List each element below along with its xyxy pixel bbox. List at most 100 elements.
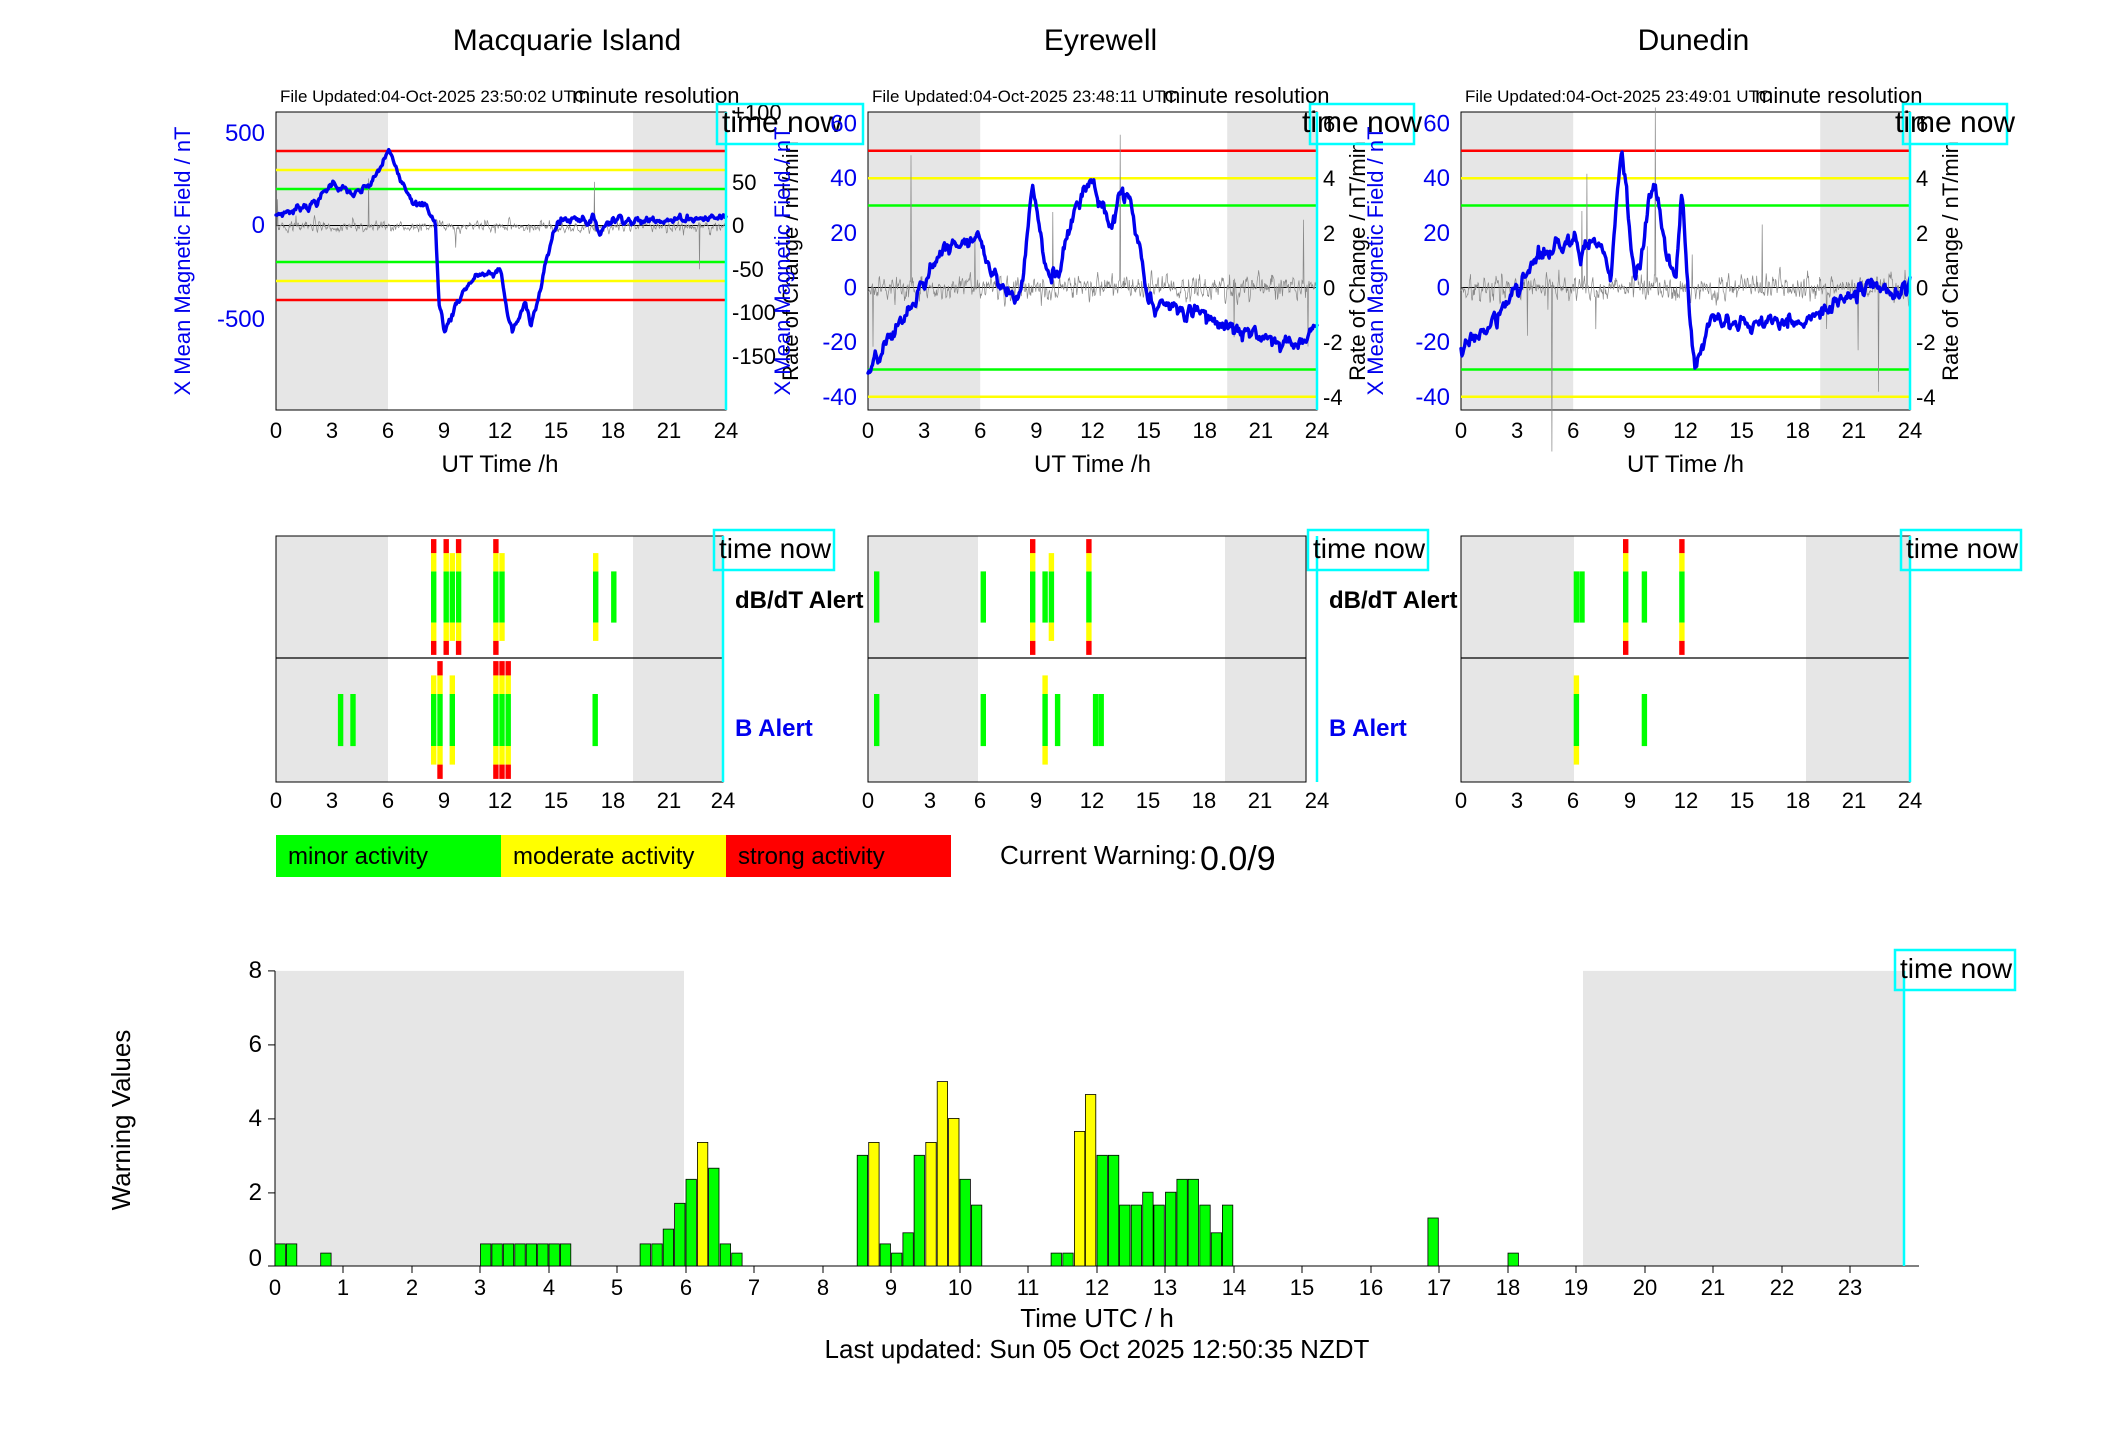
svg-text:18: 18 <box>601 788 625 813</box>
svg-text:minute resolution: minute resolution <box>1162 83 1330 108</box>
svg-text:18: 18 <box>1786 788 1810 813</box>
svg-text:0: 0 <box>844 275 857 302</box>
svg-text:time now: time now <box>1906 533 2019 564</box>
svg-text:12: 12 <box>1080 788 1104 813</box>
svg-text:UT Time /h: UT Time /h <box>1627 451 1744 478</box>
svg-text:24: 24 <box>1898 418 1922 443</box>
svg-text:Current Warning:: Current Warning: <box>1000 840 1197 870</box>
svg-text:18: 18 <box>1193 418 1217 443</box>
svg-text:UT Time /h: UT Time /h <box>1034 451 1151 478</box>
svg-text:X Mean Magnetic Field / nT: X Mean Magnetic Field / nT <box>770 126 795 395</box>
svg-text:12: 12 <box>1674 788 1698 813</box>
svg-text:20: 20 <box>1423 220 1450 247</box>
svg-text:19: 19 <box>1564 1275 1588 1300</box>
svg-text:0: 0 <box>249 1245 262 1272</box>
svg-text:4: 4 <box>1916 166 1928 191</box>
svg-text:9: 9 <box>885 1275 897 1300</box>
svg-text:9: 9 <box>1030 788 1042 813</box>
svg-text:18: 18 <box>1786 418 1810 443</box>
svg-text:17: 17 <box>1427 1275 1451 1300</box>
svg-text:23: 23 <box>1838 1275 1862 1300</box>
svg-text:15: 15 <box>1136 788 1160 813</box>
svg-text:6: 6 <box>974 418 986 443</box>
svg-text:21: 21 <box>1248 788 1272 813</box>
svg-text:3: 3 <box>326 788 338 813</box>
svg-text:0: 0 <box>862 418 874 443</box>
svg-text:Warning Values: Warning Values <box>106 1030 136 1211</box>
svg-text:9: 9 <box>1624 788 1636 813</box>
svg-text:15: 15 <box>1730 788 1754 813</box>
svg-text:4: 4 <box>1323 166 1335 191</box>
svg-text:21: 21 <box>1842 788 1866 813</box>
svg-text:60: 60 <box>830 111 857 138</box>
svg-text:15: 15 <box>544 788 568 813</box>
svg-text:4: 4 <box>543 1275 555 1300</box>
svg-text:2: 2 <box>406 1275 418 1300</box>
svg-text:X Mean Magnetic Field / nT: X Mean Magnetic Field / nT <box>1363 126 1388 395</box>
svg-text:3: 3 <box>474 1275 486 1300</box>
svg-text:0: 0 <box>862 788 874 813</box>
svg-text:20: 20 <box>1633 1275 1657 1300</box>
svg-text:8: 8 <box>817 1275 829 1300</box>
svg-text:3: 3 <box>924 788 936 813</box>
svg-text:6: 6 <box>382 788 394 813</box>
svg-text:6: 6 <box>1567 418 1579 443</box>
svg-text:-20: -20 <box>822 329 857 356</box>
svg-text:6: 6 <box>680 1275 692 1300</box>
svg-text:2: 2 <box>1323 221 1335 246</box>
svg-text:21: 21 <box>1249 418 1273 443</box>
svg-text:24: 24 <box>1305 418 1329 443</box>
svg-text:0.0/9: 0.0/9 <box>1200 840 1276 878</box>
svg-text:24: 24 <box>1898 788 1922 813</box>
svg-text:X Mean Magnetic Field / nT: X Mean Magnetic Field / nT <box>170 126 195 395</box>
svg-text:0: 0 <box>1916 276 1928 301</box>
svg-text:2: 2 <box>249 1179 262 1206</box>
svg-text:0: 0 <box>270 418 282 443</box>
svg-text:1: 1 <box>337 1275 349 1300</box>
svg-text:Time UTC / h: Time UTC / h <box>1020 1303 1174 1333</box>
svg-text:24: 24 <box>1305 788 1329 813</box>
svg-text:3: 3 <box>326 418 338 443</box>
svg-text:5: 5 <box>611 1275 623 1300</box>
svg-text:18: 18 <box>1192 788 1216 813</box>
svg-text:3: 3 <box>1511 418 1523 443</box>
svg-text:18: 18 <box>601 418 625 443</box>
svg-text:Rate of Change / nT/min: Rate of Change / nT/min <box>1938 141 1963 381</box>
svg-text:File Updated:04-Oct-2025 23:50: File Updated:04-Oct-2025 23:50:02 UTC <box>280 87 586 106</box>
svg-text:6: 6 <box>249 1031 262 1058</box>
svg-text:0: 0 <box>269 1275 281 1300</box>
svg-text:21: 21 <box>1842 418 1866 443</box>
svg-text:40: 40 <box>1423 165 1450 192</box>
svg-text:0: 0 <box>1455 788 1467 813</box>
svg-text:12: 12 <box>1080 418 1104 443</box>
svg-text:9: 9 <box>1623 418 1635 443</box>
svg-text:3: 3 <box>918 418 930 443</box>
svg-text:18: 18 <box>1496 1275 1520 1300</box>
svg-text:0: 0 <box>270 788 282 813</box>
svg-text:20: 20 <box>830 220 857 247</box>
svg-text:4: 4 <box>249 1105 262 1132</box>
svg-text:-4: -4 <box>1916 385 1936 410</box>
svg-text:0: 0 <box>1455 418 1467 443</box>
svg-text:9: 9 <box>438 788 450 813</box>
svg-text:Macquarie Island: Macquarie Island <box>453 24 681 57</box>
svg-text:9: 9 <box>438 418 450 443</box>
svg-text:Dunedin: Dunedin <box>1638 24 1750 57</box>
svg-text:minor activity: minor activity <box>288 843 428 870</box>
svg-text:500: 500 <box>225 120 265 147</box>
svg-text:9: 9 <box>1030 418 1042 443</box>
svg-text:21: 21 <box>657 788 681 813</box>
svg-text:15: 15 <box>1290 1275 1314 1300</box>
svg-text:-40: -40 <box>1415 384 1450 411</box>
svg-text:time now: time now <box>1895 106 2015 139</box>
svg-text:UT Time /h: UT Time /h <box>442 451 559 478</box>
svg-text:-2: -2 <box>1916 330 1936 355</box>
svg-text:time now: time now <box>1900 953 2013 984</box>
svg-text:-40: -40 <box>822 384 857 411</box>
svg-text:0: 0 <box>1437 275 1450 302</box>
svg-text:11: 11 <box>1017 1275 1040 1300</box>
svg-text:Eyrewell: Eyrewell <box>1044 24 1157 57</box>
svg-text:0: 0 <box>252 212 265 239</box>
svg-text:6: 6 <box>974 788 986 813</box>
svg-text:8: 8 <box>249 957 262 984</box>
